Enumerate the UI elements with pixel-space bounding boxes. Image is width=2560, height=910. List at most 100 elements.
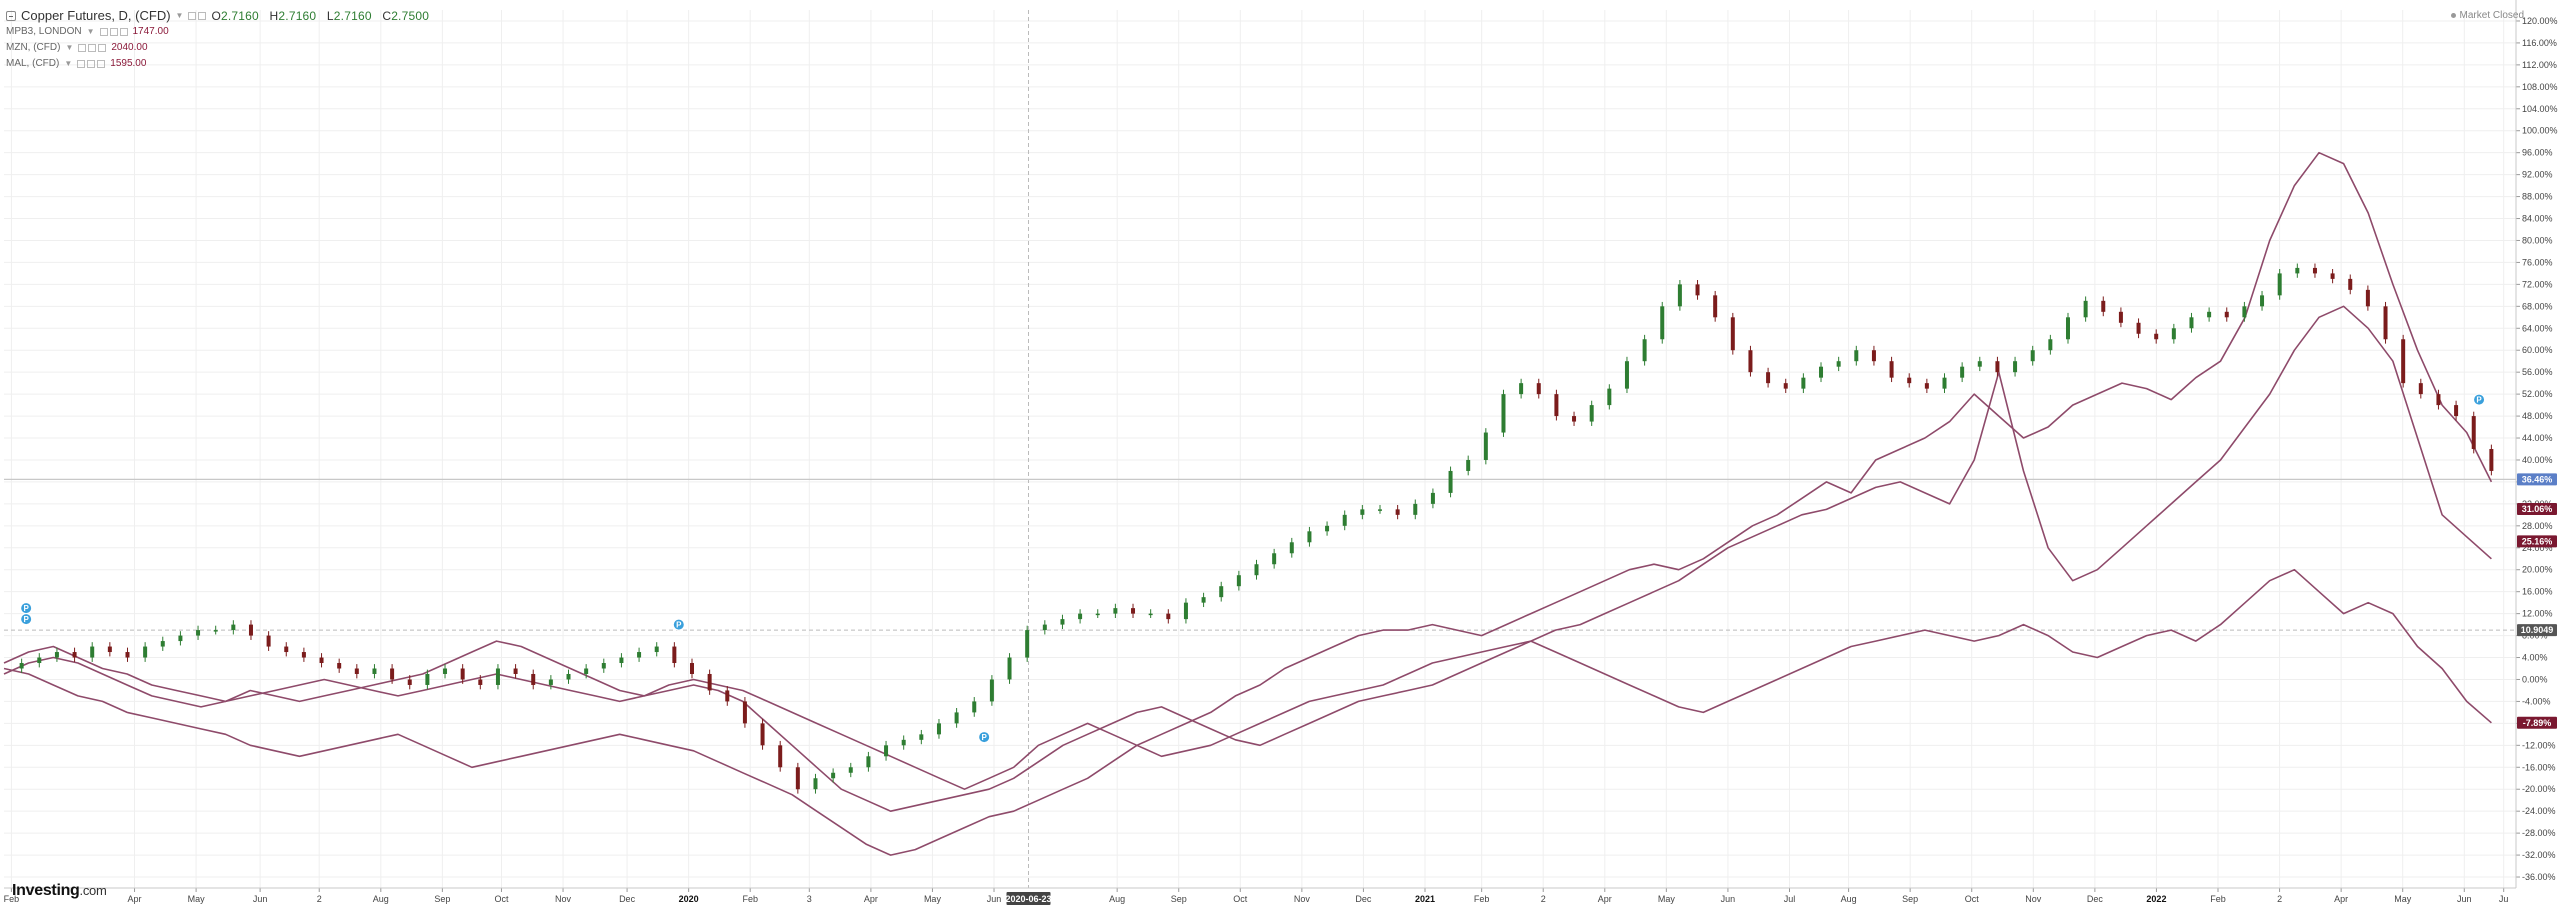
y-tick-label: 20.00% [2522,565,2553,575]
event-marker-icon [978,731,991,744]
candle-body [1201,597,1206,603]
series-controls[interactable] [99,28,128,36]
candle-body [196,630,201,636]
candle-body [2454,405,2459,417]
candle-body [425,673,430,685]
candle-body [1078,613,1083,620]
series-line [3,305,2492,813]
legend-series-row-0[interactable]: MPB3, LONDON ▼ 1747.00 [6,24,429,40]
y-tick-label: 80.00% [2522,235,2553,245]
event-marker-label: P [982,733,988,742]
candle-body [1360,509,1365,515]
series-label: MPB3, LONDON [6,26,82,37]
x-tick-label: Apr [2334,894,2348,904]
price-candles [19,263,2494,794]
candle-body [107,646,112,653]
candle-body [1572,416,1577,422]
candle-body [831,772,836,779]
x-tick-label: 2020 [679,894,699,904]
series-controls[interactable] [78,44,107,52]
candle-body [989,679,994,702]
legend-controls[interactable] [188,12,207,20]
candle-body [478,679,483,685]
candle-body [760,723,765,746]
candle-body [513,668,518,674]
instrument-title: Copper Futures, D, (CFD) [21,8,171,23]
y-tick-label: -4.00% [2522,696,2551,706]
candle-body [1166,613,1171,620]
candle-body [2207,311,2212,318]
candle-body [1466,459,1471,471]
event-marker[interactable]: P [20,602,33,615]
settings-box-icon[interactable] [78,44,87,52]
candle-body [866,756,871,768]
candle-body [1977,361,1982,367]
chevron-down-icon[interactable]: ▼ [64,59,73,68]
x-tick-label: Nov [1294,894,1311,904]
chevron-down-icon[interactable]: ▼ [86,27,95,36]
candle-body [1219,586,1224,598]
event-marker-label: P [676,621,682,630]
value-tag [2517,716,2557,729]
hide-box-icon[interactable] [198,12,207,20]
candle-body [972,701,977,713]
candle-body [2083,300,2088,318]
candle-body [919,734,924,740]
candle-body [637,652,642,658]
legend-series-row-2[interactable]: MAL, (CFD) ▼ 1595.00 [6,56,429,72]
series-controls[interactable] [77,60,106,68]
candle-body [901,739,906,746]
x-tick-label: 2 [2277,894,2282,904]
candle-body [284,646,289,653]
remove-box-icon[interactable] [119,28,128,36]
candle-body [1783,383,1788,389]
remove-box-icon[interactable] [97,60,106,68]
settings-box-icon[interactable] [77,60,86,68]
event-marker[interactable]: P [2473,393,2486,406]
chevron-down-icon[interactable]: ▼ [65,43,74,52]
settings-box-icon[interactable] [99,28,108,36]
event-marker[interactable]: P [20,613,33,626]
x-tick-label: Jun [1721,894,1736,904]
candle-body [1995,361,2000,373]
investing-logo[interactable]: Investing.com [12,882,107,899]
collapse-legend-icon[interactable] [6,11,16,21]
value-tag [2517,535,2557,548]
y-tick-label: 24.00% [2522,543,2553,553]
y-tick-label: 40.00% [2522,455,2553,465]
candle-body [1254,564,1259,576]
candle-body [1713,295,1718,318]
candle-body [2471,416,2476,449]
event-marker[interactable]: P [978,731,991,744]
candle-body [2436,394,2441,406]
event-marker[interactable]: P [672,618,685,631]
value-tag [2517,473,2557,486]
hide-box-icon[interactable] [88,44,97,52]
candle-body [2330,273,2335,279]
event-marker-icon [2473,393,2486,406]
x-tick-label: Apr [128,894,142,904]
candle-body [1554,394,1559,417]
candle-body [1430,492,1435,504]
hide-box-icon[interactable] [87,60,96,68]
status-dot-icon [2450,13,2456,18]
candle-body [372,668,377,674]
candle-body [1960,366,1965,378]
legend-series-row-1[interactable]: MZN, (CFD) ▼ 2040.00 [6,40,429,56]
x-tick-label: Nov [2025,894,2042,904]
y-tick-label: 84.00% [2522,214,2553,224]
settings-box-icon[interactable] [188,12,197,20]
candle-body [407,679,412,685]
candle-body [1766,372,1771,384]
hide-box-icon[interactable] [109,28,118,36]
y-tick-label: -24.00% [2522,806,2556,816]
legend-main-row[interactable]: Copper Futures, D, (CFD) ▼ O2.7160 H2.71… [6,8,429,24]
ohlc-values: O2.7160 H2.7160 L2.7160 C2.7500 [211,9,430,23]
remove-box-icon[interactable] [98,44,107,52]
chevron-down-icon[interactable]: ▼ [175,11,184,20]
series-line [3,151,2493,856]
axes[interactable]: 120.00% 116.00% 112.00% 108.00% 104.00% 100.0… [4,0,2558,904]
x-tick-label: Jun [987,894,1002,904]
